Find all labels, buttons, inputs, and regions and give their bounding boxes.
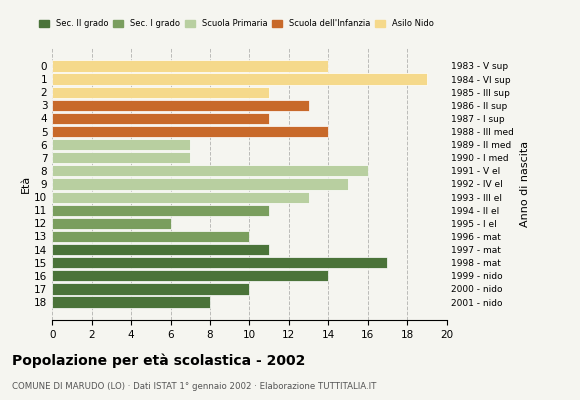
Bar (52, 139, 190, 150)
Bar (52, 244, 269, 255)
Bar (52, 257, 387, 268)
Bar (52, 74, 427, 85)
Bar (52, 100, 309, 111)
Bar (52, 126, 328, 137)
Legend: Sec. II grado, Sec. I grado, Scuola Primaria, Scuola dell'Infanzia, Asilo Nido: Sec. II grado, Sec. I grado, Scuola Prim… (37, 17, 436, 31)
Bar (52, 192, 309, 203)
Bar (52, 231, 249, 242)
Bar (52, 60, 328, 72)
Y-axis label: Anno di nascita: Anno di nascita (520, 141, 530, 227)
Text: Popolazione per età scolastica - 2002: Popolazione per età scolastica - 2002 (12, 354, 305, 368)
Y-axis label: Età: Età (21, 175, 31, 193)
Bar (52, 152, 190, 163)
Bar (52, 178, 348, 190)
Bar (52, 165, 368, 176)
Bar (52, 86, 269, 98)
Bar (52, 270, 328, 282)
Bar (52, 113, 269, 124)
Bar (52, 296, 210, 308)
Bar (52, 205, 269, 216)
Bar (52, 283, 249, 294)
Bar (52, 218, 171, 229)
Text: COMUNE DI MARUDO (LO) · Dati ISTAT 1° gennaio 2002 · Elaborazione TUTTITALIA.IT: COMUNE DI MARUDO (LO) · Dati ISTAT 1° ge… (12, 382, 376, 391)
